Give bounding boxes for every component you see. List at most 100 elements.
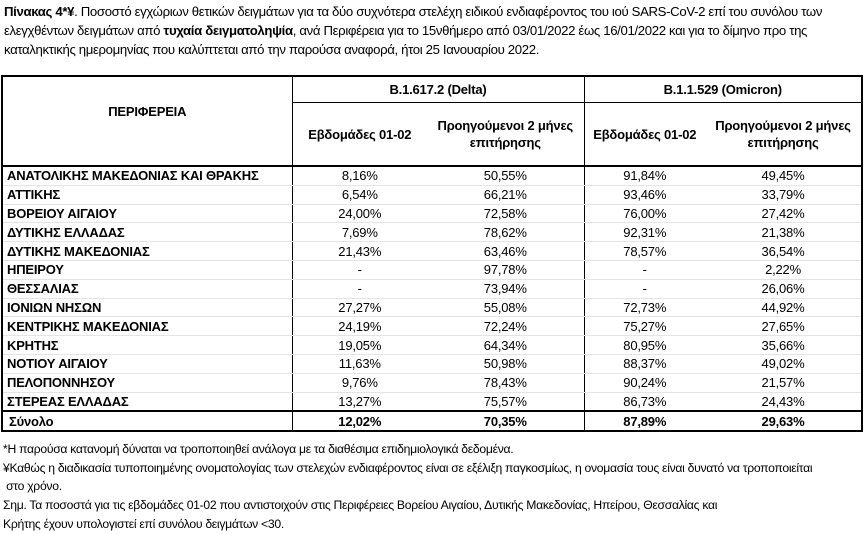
table-row: ΝΟΤΙΟΥ ΑΙΓΑΙΟΥ 11,63% 50,98% 88,37% 49,02% xyxy=(2,354,862,374)
value-cell: 66,21% xyxy=(427,185,585,205)
value-cell: 92,31% xyxy=(584,222,705,243)
value-cell: 86,73% xyxy=(584,392,705,412)
region-cell: ΝΟΤΙΟΥ ΑΙΓΑΙΟΥ xyxy=(2,354,293,374)
value-cell: 21,38% xyxy=(705,222,862,243)
value-cell: 36,54% xyxy=(705,241,862,261)
table-row: ΒΟΡΕΙΟΥ ΑΙΓΑΙΟΥ 24,00% 72,58% 76,00% 27,42% xyxy=(2,204,862,224)
value-cell: 97,78% xyxy=(427,260,585,280)
subheader: Προηγούμενοι 2 μήνες επιτήρησης xyxy=(715,118,851,150)
table-row: ΔΥΤΙΚΗΣ ΜΑΚΕΔΟΝΙΑΣ 21,43% 63,46% 78,57% 36,5… xyxy=(2,241,862,261)
value-cell: 78,43% xyxy=(427,373,585,393)
value-cell: 9,76% xyxy=(292,373,427,393)
region-cell: ΔΥΤΙΚΗΣ ΜΑΚΕΔΟΝΙΑΣ xyxy=(2,241,293,261)
value-cell: 21,57% xyxy=(705,373,862,393)
region-header: ΠΕΡΙΦΕΡΕΙΑ xyxy=(2,76,293,167)
footnotes: *Η παρούσα κατανομή δύναται να τροποποιη… xyxy=(3,440,865,534)
footnote: Κρήτης έχουν υπολογιστεί επί συνόλου δει… xyxy=(3,516,284,531)
value-cell: 78,57% xyxy=(584,241,705,261)
value-cell: 11,63% xyxy=(292,354,427,374)
value-cell: 55,08% xyxy=(427,298,585,318)
value-cell: 33,79% xyxy=(705,185,862,205)
value-cell: 29,63% xyxy=(705,410,862,432)
value-cell: 24,19% xyxy=(292,316,427,337)
value-cell: 72,24% xyxy=(427,316,585,337)
value-cell: 27,65% xyxy=(705,316,862,337)
value-cell: 44,92% xyxy=(705,298,862,318)
footnote: ¥Καθώς η διαδικασία τυποποιημένης ονοματ… xyxy=(3,460,813,475)
value-cell: - xyxy=(584,260,705,280)
value-cell: 91,84% xyxy=(584,166,705,186)
variants-table: ΠΕΡΙΦΕΡΕΙΑ B.1.617.2 (Delta) B.1.1.529 (… xyxy=(1,75,863,433)
value-cell: 27,27% xyxy=(292,298,427,318)
value-cell: 72,58% xyxy=(427,204,585,224)
value-cell: 50,55% xyxy=(427,166,585,186)
region-cell: ΚΕΝΤΡΙΚΗΣ ΜΑΚΕΔΟΝΙΑΣ xyxy=(2,316,293,337)
caption-label: Πίνακας 4*¥ xyxy=(4,4,75,19)
value-cell: 49,45% xyxy=(705,166,862,186)
value-cell: 19,05% xyxy=(292,335,427,355)
value-cell: 70,35% xyxy=(427,410,585,432)
value-cell: - xyxy=(584,279,705,299)
caption-text: . Ποσοστό εγχώριων θετικών δειγμάτων για… xyxy=(4,4,823,38)
table-row: ΘΕΣΣΑΛΙΑΣ -73,94% -26,06% xyxy=(2,279,862,299)
value-cell: 24,00% xyxy=(292,204,427,224)
value-cell: 87,89% xyxy=(584,410,705,432)
region-cell: ΘΕΣΣΑΛΙΑΣ xyxy=(2,279,293,299)
value-cell: 75,57% xyxy=(427,392,585,412)
value-cell: 80,95% xyxy=(584,335,705,355)
value-cell: - xyxy=(292,279,427,299)
group-header-delta: B.1.617.2 (Delta) xyxy=(292,76,585,103)
value-cell: 78,62% xyxy=(427,222,585,243)
value-cell: - xyxy=(292,260,427,280)
region-cell: ΙΟΝΙΩΝ ΝΗΣΩΝ xyxy=(2,298,293,318)
total-row: Σύνολο 12,02% 70,35% 87,89% 29,63% xyxy=(2,410,862,432)
subheader: Προηγούμενοι 2 μήνες επιτήρησης xyxy=(427,102,585,166)
value-cell: 63,46% xyxy=(427,241,585,261)
table-row: ΑΝΑΤΟΛΙΚΗΣ ΜΑΚΕΔΟΝΙΑΣ ΚΑΙ ΘΡΑΚΗΣ 8,16% 50,… xyxy=(2,166,862,186)
subheader: Εβδομάδες 01-02 xyxy=(593,126,697,142)
region-cell: ΣΤΕΡΕΑΣ ΕΛΛΑΔΑΣ xyxy=(2,392,293,412)
value-cell: 12,02% xyxy=(292,410,427,432)
value-cell: 73,94% xyxy=(427,279,585,299)
value-cell: 21,43% xyxy=(292,241,427,261)
table-row: ΔΥΤΙΚΗΣ ΕΛΛΑΔΑΣ 7,69% 78,62% 92,31% 21,38% xyxy=(2,222,862,243)
value-cell: 64,34% xyxy=(427,335,585,355)
footnote: *Η παρούσα κατανομή δύναται να τροποποιη… xyxy=(3,442,514,456)
region-cell: ΗΠΕΙΡΟΥ xyxy=(2,260,293,280)
value-cell: 72,73% xyxy=(584,298,705,318)
value-cell: 35,66% xyxy=(705,335,862,355)
table-row: ΗΠΕΙΡΟΥ -97,78% -2,22% xyxy=(2,260,862,280)
value-cell: 90,24% xyxy=(584,373,705,393)
value-cell: 27,42% xyxy=(705,204,862,224)
value-cell: 26,06% xyxy=(705,279,862,299)
value-cell: 50,98% xyxy=(427,354,585,374)
value-cell: 49,02% xyxy=(705,354,862,374)
value-cell: 6,54% xyxy=(292,185,427,205)
region-cell: ΑΤΤΙΚΗΣ xyxy=(2,185,293,205)
region-cell: ΑΝΑΤΟΛΙΚΗΣ ΜΑΚΕΔΟΝΙΑΣ ΚΑΙ ΘΡΑΚΗΣ xyxy=(2,166,293,186)
table-row: ΚΕΝΤΡΙΚΗΣ ΜΑΚΕΔΟΝΙΑΣ 24,19% 72,24% 75,27% 27… xyxy=(2,316,862,337)
value-cell: 76,00% xyxy=(584,204,705,224)
group-header-omicron: B.1.1.529 (Omicron) xyxy=(584,76,862,103)
region-cell: ΔΥΤΙΚΗΣ ΕΛΛΑΔΑΣ xyxy=(2,222,293,243)
table-caption: Πίνακας 4*¥. Ποσοστό εγχώριων θετικών δε… xyxy=(4,2,864,59)
subheader: Εβδομάδες 01-02 xyxy=(308,126,412,142)
caption-text-end: , ανά Περιφέρεια για το 15νθήμερο από 03… xyxy=(4,23,808,57)
table-row: ΚΡΗΤΗΣ 19,05% 64,34% 80,95% 35,66% xyxy=(2,335,862,355)
region-cell: ΠΕΛΟΠΟΝΝΗΣΟΥ xyxy=(2,373,293,393)
table-row: ΙΟΝΙΩΝ ΝΗΣΩΝ 27,27% 55,08% 72,73% 44,92% xyxy=(2,298,862,318)
value-cell: 2,22% xyxy=(705,260,862,280)
value-cell: 13,27% xyxy=(292,392,427,412)
value-cell: 7,69% xyxy=(292,222,427,243)
table-row: ΠΕΛΟΠΟΝΝΗΣΟΥ 9,76% 78,43% 90,24% 21,57% xyxy=(2,373,862,393)
region-cell: Σύνολο xyxy=(2,410,293,432)
caption-bold: τυχαία δειγματοληψία xyxy=(163,23,293,38)
table-row: ΑΤΤΙΚΗΣ 6,54% 66,21% 93,46% 33,79% xyxy=(2,185,862,205)
table-row: ΣΤΕΡΕΑΣ ΕΛΛΑΔΑΣ 13,27% 75,57% 86,73% 24,43% xyxy=(2,392,862,412)
region-cell: ΚΡΗΤΗΣ xyxy=(2,335,293,355)
footnote: Σημ. Τα ποσοστά για τις εβδομάδες 01-02 … xyxy=(3,498,718,513)
footnote: στο χρόνο. xyxy=(3,479,62,494)
value-cell: 88,37% xyxy=(584,354,705,374)
value-cell: 75,27% xyxy=(584,316,705,337)
value-cell: 93,46% xyxy=(584,185,705,205)
